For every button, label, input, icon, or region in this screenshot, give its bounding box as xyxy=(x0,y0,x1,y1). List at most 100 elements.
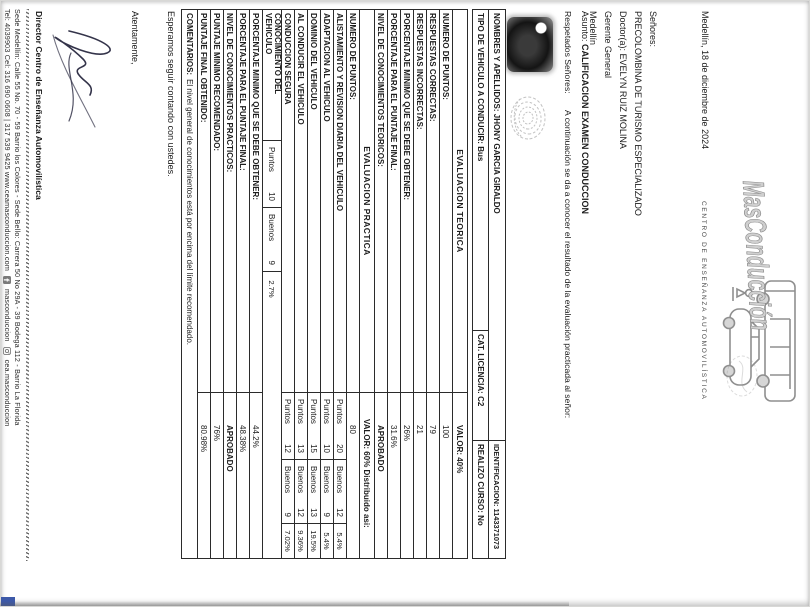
buenos-value: 9 xyxy=(322,512,332,517)
row-value: 44.2% xyxy=(250,392,262,558)
practica-item-row: AL CONDUCIR EL VEHICULO Puntos 13 Buenos 1… xyxy=(295,10,308,558)
row-value: APROBADO xyxy=(224,392,236,558)
row-value: 100 xyxy=(440,392,452,558)
puntos-value: 13 xyxy=(296,444,306,453)
buenos-cell: Buenos 13 xyxy=(308,459,320,523)
comentarios-text: El nivel general de conocimientos está p… xyxy=(185,79,194,345)
recipient-line: Doctor(a): EVELYN RUIZ MOLINA xyxy=(618,11,628,149)
puntos-value: 10 xyxy=(267,192,277,201)
teorica-valor: VALOR: 40% xyxy=(453,392,467,558)
row-value: 76% xyxy=(211,392,223,558)
pct-value: 5.4% xyxy=(334,523,346,558)
row-value: 79 xyxy=(427,392,439,558)
puntos-value: 12 xyxy=(283,444,293,453)
recipient-line: Gerente General xyxy=(603,11,613,79)
row-label: RESPUESTAS CORRECTAS: xyxy=(428,13,438,122)
pct-value: 9.36% xyxy=(295,523,307,558)
footer-social-handle: masconduccion xyxy=(3,289,12,342)
table-row: NOMBRES Y APELLIDOS: JHONY GARCIA GIRALD… xyxy=(489,10,505,558)
buenos-cell: Buenos 12 xyxy=(295,459,307,523)
buenos-word: Buenos xyxy=(309,466,319,494)
closing-line: Esperamos seguir contando con ustedes. xyxy=(166,11,176,177)
row-value: APROBADO xyxy=(375,392,387,558)
row-label: PORCENTAJE MINIMO QUE SE DEBE OBTENER: xyxy=(402,13,412,200)
buenos-cell: Buenos 9 xyxy=(263,207,281,271)
section-header-row: EVALUACION TEORICA VALOR: 40% xyxy=(453,10,467,558)
pct-value: 2.7% xyxy=(263,271,281,306)
table-row: RESPUESTAS INCORRECTAS: 21 xyxy=(414,10,427,558)
buenos-word: Buenos xyxy=(267,214,277,242)
puntos-cell: Puntos 20 xyxy=(334,392,346,459)
item-label: CONOCIMIENTO DEL VEHICULO xyxy=(264,13,281,95)
practica-title: EVALUACION PRACTICA xyxy=(362,146,372,256)
buenos-word: Buenos xyxy=(322,466,332,494)
vehicles-illustration: MasConducción xyxy=(722,179,796,402)
row-value: 31.6% xyxy=(388,392,400,558)
facebook-icon xyxy=(3,276,12,285)
evaluation-tables: NOMBRES Y APELLIDOS: JHONY GARCIA GIRALD… xyxy=(181,9,506,559)
salutation-line: Respetados Señores: A continuación se da… xyxy=(563,11,573,418)
table-row: NUMERO DE PUNTOS: 80 xyxy=(347,10,360,558)
applicant-photo xyxy=(507,17,553,72)
buenos-value: 13 xyxy=(309,508,319,517)
salutation: Respetados Señores: xyxy=(563,11,573,94)
puntos-word: Puntos xyxy=(309,399,319,424)
row-label: PUNTAJE MINIMO RECOMENDADO: xyxy=(212,13,222,152)
footer-social-handle: cea.masconduccion xyxy=(3,359,12,427)
pct-value: 19.5% xyxy=(308,523,320,558)
practica-item-row: CONOCIMIENTO DEL VEHICULO Puntos 10 Bueno… xyxy=(263,10,282,558)
practica-item-row: ADAPTACION AL VEHICULO Puntos 10 Buenos 9 … xyxy=(321,10,334,558)
row-value: 21 xyxy=(414,392,426,558)
row-label: NUMERO DE PUNTOS: xyxy=(441,13,451,100)
row-label: NUMERO DE PUNTOS: xyxy=(348,13,358,100)
row-label: PORCENTAJE PARA EL PUNTAJE FINAL: xyxy=(238,13,248,171)
table-row: PORCENTAJE MINIMO QUE SE DEBE OBTENER: 2… xyxy=(401,10,414,558)
puntos-value: 10 xyxy=(322,444,332,453)
puntos-cell: Puntos 12 xyxy=(282,392,294,459)
pct-value: 7.02% xyxy=(282,523,294,558)
puntos-word: Puntos xyxy=(322,399,332,424)
faint-stamp xyxy=(726,355,758,397)
puntos-cell: Puntos 15 xyxy=(308,392,320,459)
recipient-line: PRECOLOMBINA DE TURISMO ESPECIALIZADO xyxy=(633,11,643,216)
table-row: PORCENTAJE MINIMO QUE SE DEBE OBTENER: 4… xyxy=(250,10,263,558)
cat-licencia-cell: CAT. LICENCIA: C2 xyxy=(473,330,488,440)
buenos-word: Buenos xyxy=(283,466,293,494)
pct-value: 5.4% xyxy=(321,523,333,558)
scan-edge-shadow xyxy=(0,601,569,606)
row-value: 80 xyxy=(347,392,359,558)
instagram-icon xyxy=(3,346,12,355)
subject-text: CALIFICACION EXAMEN CONDUCCION xyxy=(580,44,590,215)
practica-item-row: ALISTAMIENTO Y REVISION DIARIA DEL VEHIC… xyxy=(334,10,347,558)
row-value: 48.38% xyxy=(237,392,249,558)
puntos-value: 15 xyxy=(309,444,319,453)
identificacion-cell: IDENTIFICACION: 1143371073 xyxy=(489,440,505,558)
puntos-value: 20 xyxy=(335,444,345,453)
puntos-cell: Puntos 13 xyxy=(295,392,307,459)
buenos-cell: Buenos 12 xyxy=(334,459,346,523)
comentarios-row: COMENTARIOS: El nivel general de conocim… xyxy=(182,10,198,558)
buenos-value: 9 xyxy=(267,260,277,265)
item-label: CONDUCCION SEGURA xyxy=(283,13,293,105)
buenos-cell: Buenos 9 xyxy=(282,459,294,523)
table-row: TIPO DE VEHICULO A CONDUCIR: Bus CAT. LI… xyxy=(473,10,489,558)
item-label: ALISTAMIENTO Y REVISION DIARIA DEL VEHIC… xyxy=(335,13,345,212)
comentarios-label: COMENTARIOS: xyxy=(185,13,194,76)
item-label: DOMINIO DEL VEHICULO xyxy=(309,13,319,110)
signature xyxy=(52,30,111,128)
dotted-separator xyxy=(26,9,29,561)
practica-valor: VALOR: 60% Distribuido asi: xyxy=(360,392,374,558)
row-label: RESPUESTAS INCORRECTAS: xyxy=(415,13,425,130)
row-label: PORCENTAJE MINIMO QUE SE DEBE OBTENER: xyxy=(251,13,261,200)
footer-phones: Tel: 4039903 Cel: 316 690 0608 | 317 539… xyxy=(3,9,12,272)
signer-title: Director Centro de Enseñanza Automovilís… xyxy=(34,11,44,200)
row-label: PUNTAJE FINAL OBTENIDO: xyxy=(199,13,209,123)
buenos-word: Buenos xyxy=(296,466,306,494)
row-value: 80.98% xyxy=(198,392,210,558)
puntos-word: Puntos xyxy=(335,399,345,424)
buenos-value: 12 xyxy=(335,508,345,517)
buenos-value: 9 xyxy=(283,512,293,517)
table-row: RESPUESTAS CORRECTAS: 79 xyxy=(427,10,440,558)
